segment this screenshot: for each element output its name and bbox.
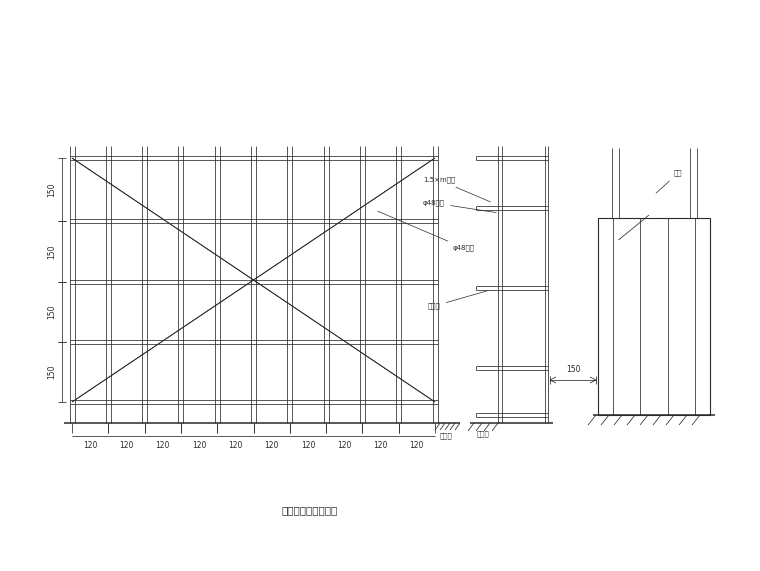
Text: 120: 120 — [410, 441, 424, 450]
Text: φ48钒管: φ48钒管 — [378, 211, 475, 251]
Text: 150: 150 — [47, 182, 56, 197]
Text: 120: 120 — [228, 441, 242, 450]
Text: 150: 150 — [47, 305, 56, 319]
Text: 1.5×m钙板: 1.5×m钙板 — [423, 176, 490, 202]
Text: 150: 150 — [565, 365, 580, 374]
Text: 120: 120 — [373, 441, 388, 450]
Text: 连接板: 连接板 — [428, 291, 487, 309]
Text: 变压器隔离墙立面图: 变压器隔离墙立面图 — [282, 505, 338, 515]
Text: 120: 120 — [337, 441, 351, 450]
Text: 砖地面: 砖地面 — [440, 433, 453, 439]
Text: 电缆: 电缆 — [656, 170, 682, 193]
Text: 150: 150 — [47, 244, 56, 259]
Text: 120: 120 — [301, 441, 315, 450]
Bar — [598, 218, 710, 415]
Text: 120: 120 — [264, 441, 279, 450]
Text: 120: 120 — [119, 441, 134, 450]
Text: 120: 120 — [156, 441, 170, 450]
Text: φ48钒管: φ48钒管 — [423, 200, 496, 212]
Text: 120: 120 — [192, 441, 206, 450]
Text: 砖地面: 砖地面 — [477, 431, 489, 437]
Text: 120: 120 — [83, 441, 97, 450]
Text: 150: 150 — [47, 365, 56, 379]
